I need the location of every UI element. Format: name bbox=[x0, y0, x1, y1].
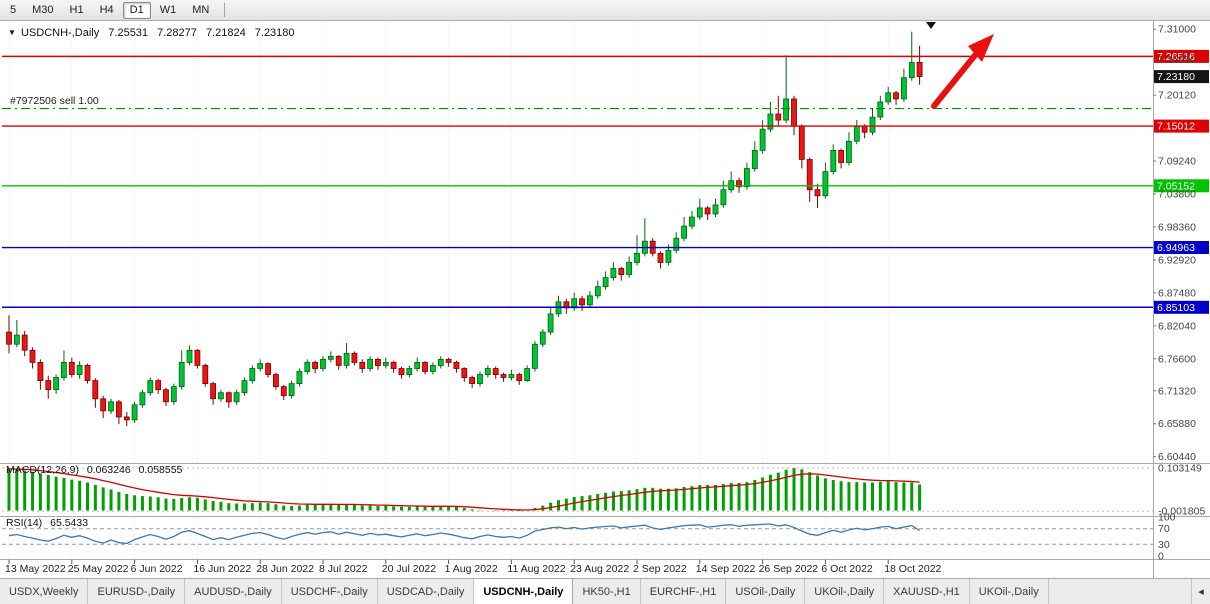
svg-text:6.94963: 6.94963 bbox=[1157, 242, 1195, 254]
timeframe-button-m30[interactable]: M30 bbox=[32, 3, 54, 16]
svg-text:7.03800: 7.03800 bbox=[1158, 189, 1196, 201]
svg-text:6.60440: 6.60440 bbox=[1158, 451, 1196, 463]
svg-text:25 May 2022: 25 May 2022 bbox=[68, 563, 129, 575]
chart-tab-eurusd-daily[interactable]: EURUSD-,Daily bbox=[88, 579, 186, 604]
drawing-objects-layer bbox=[926, 22, 994, 109]
svg-text:28 Jun 2022: 28 Jun 2022 bbox=[256, 563, 314, 575]
svg-text:1 Aug 2022: 1 Aug 2022 bbox=[445, 563, 498, 575]
svg-text:6.65880: 6.65880 bbox=[1158, 418, 1196, 430]
timeframe-button-5[interactable]: 5 bbox=[10, 3, 17, 16]
svg-text:7.25980: 7.25980 bbox=[1158, 54, 1196, 66]
svg-text:18 Oct 2022: 18 Oct 2022 bbox=[884, 563, 941, 575]
chart-tab-hk50-h1[interactable]: HK50-,H1 bbox=[573, 579, 641, 604]
svg-text:7.31000: 7.31000 bbox=[1158, 24, 1196, 36]
timeframe-button-d1[interactable]: D1 bbox=[122, 1, 151, 19]
axes-layer: 7.26516 7.23180 7.15012 7.05152 6.94963 6.851… bbox=[0, 20, 1210, 578]
timeframe-buttons-group: 5 M30 H1 H4 D1 W1 MN bbox=[2, 1, 217, 19]
svg-text:6.82040: 6.82040 bbox=[1158, 320, 1196, 332]
svg-text:6.85103: 6.85103 bbox=[1157, 302, 1195, 314]
svg-text:6 Jun 2022: 6 Jun 2022 bbox=[131, 563, 183, 575]
svg-text:7.09240: 7.09240 bbox=[1158, 156, 1196, 168]
svg-text:-0.001805: -0.001805 bbox=[1158, 506, 1205, 518]
svg-text:7.26516: 7.26516 bbox=[1157, 51, 1195, 63]
horizontal-levels-layer bbox=[2, 55, 1153, 308]
chart-tab-xauusd-h1[interactable]: XAUUSD-,H1 bbox=[884, 579, 970, 604]
chart-tab-usdx-weekly[interactable]: USDX,Weekly bbox=[0, 579, 89, 604]
svg-text:14 Sep 2022: 14 Sep 2022 bbox=[696, 563, 756, 575]
grid-layer bbox=[8, 22, 889, 559]
candlesticks-layer bbox=[6, 31, 923, 426]
svg-text:26 Sep 2022: 26 Sep 2022 bbox=[759, 563, 819, 575]
timeframe-button-w1[interactable]: W1 bbox=[159, 3, 177, 16]
svg-text:6.71320: 6.71320 bbox=[1158, 385, 1196, 397]
svg-text:6.92920: 6.92920 bbox=[1158, 254, 1196, 266]
svg-text:8 Jul 2022: 8 Jul 2022 bbox=[319, 563, 368, 575]
timeframe-button-h1[interactable]: H1 bbox=[69, 3, 84, 16]
svg-text:11 Aug 2022: 11 Aug 2022 bbox=[507, 563, 565, 575]
svg-text:20 Jul 2022: 20 Jul 2022 bbox=[382, 563, 436, 575]
chart-tab-bar: USDX,Weekly EURUSD-,Daily AUDUSD-,Daily USD… bbox=[0, 578, 1210, 604]
chart-tab-ukoil-daily[interactable]: UKOil-,Daily bbox=[805, 579, 885, 604]
chart-tab-usoil-daily[interactable]: USOil-,Daily bbox=[726, 579, 806, 604]
svg-text:2 Sep 2022: 2 Sep 2022 bbox=[633, 563, 687, 575]
chart-tab-usdchf-daily[interactable]: USDCHF-,Daily bbox=[282, 579, 378, 604]
timeframe-toolbar: 5 M30 H1 H4 D1 W1 MN bbox=[0, 0, 1210, 21]
tab-scroll-left-button[interactable]: ◂ bbox=[1191, 579, 1210, 604]
svg-text:7.23180: 7.23180 bbox=[1157, 71, 1195, 83]
date-axis: 13 May 2022 25 May 2022 6 Jun 2022 16 Jun 2… bbox=[5, 560, 942, 575]
svg-text:7.20120: 7.20120 bbox=[1158, 90, 1196, 102]
toolbar-separator bbox=[224, 3, 226, 17]
svg-text:70: 70 bbox=[1158, 523, 1170, 535]
chevron-left-icon: ◂ bbox=[1198, 586, 1204, 598]
chart-tab-usdcnh-daily[interactable]: USDCNH-,Daily bbox=[474, 579, 574, 604]
timeframe-button-h4[interactable]: H4 bbox=[99, 3, 114, 16]
chart-tab-audusd-daily[interactable]: AUDUSD-,Daily bbox=[185, 579, 282, 604]
svg-text:6.76600: 6.76600 bbox=[1158, 353, 1196, 365]
timeframe-button-mn[interactable]: MN bbox=[192, 3, 210, 16]
svg-text:6.98360: 6.98360 bbox=[1158, 221, 1196, 233]
chart-tab-usdcad-daily[interactable]: USDCAD-,Daily bbox=[378, 579, 475, 604]
svg-text:7.15012: 7.15012 bbox=[1157, 121, 1195, 133]
svg-text:30: 30 bbox=[1158, 539, 1170, 551]
chart-tab-ukoil-daily[interactable]: UKOil-,Daily bbox=[970, 579, 1049, 604]
svg-text:0.103149: 0.103149 bbox=[1158, 463, 1202, 475]
svg-text:6.87480: 6.87480 bbox=[1158, 287, 1196, 299]
svg-text:7.05152: 7.05152 bbox=[1157, 180, 1195, 192]
chart-tab-eurchf-h1[interactable]: EURCHF-,H1 bbox=[641, 579, 727, 604]
svg-text:0: 0 bbox=[1158, 551, 1164, 563]
svg-text:100: 100 bbox=[1158, 512, 1176, 524]
macd-panel: 0.103149 -0.001805 bbox=[2, 463, 1205, 518]
svg-text:13 May 2022: 13 May 2022 bbox=[5, 563, 66, 575]
svg-text:6 Oct 2022: 6 Oct 2022 bbox=[821, 563, 873, 575]
svg-text:23 Aug 2022: 23 Aug 2022 bbox=[570, 563, 629, 575]
svg-text:16 Jun 2022: 16 Jun 2022 bbox=[193, 563, 251, 575]
